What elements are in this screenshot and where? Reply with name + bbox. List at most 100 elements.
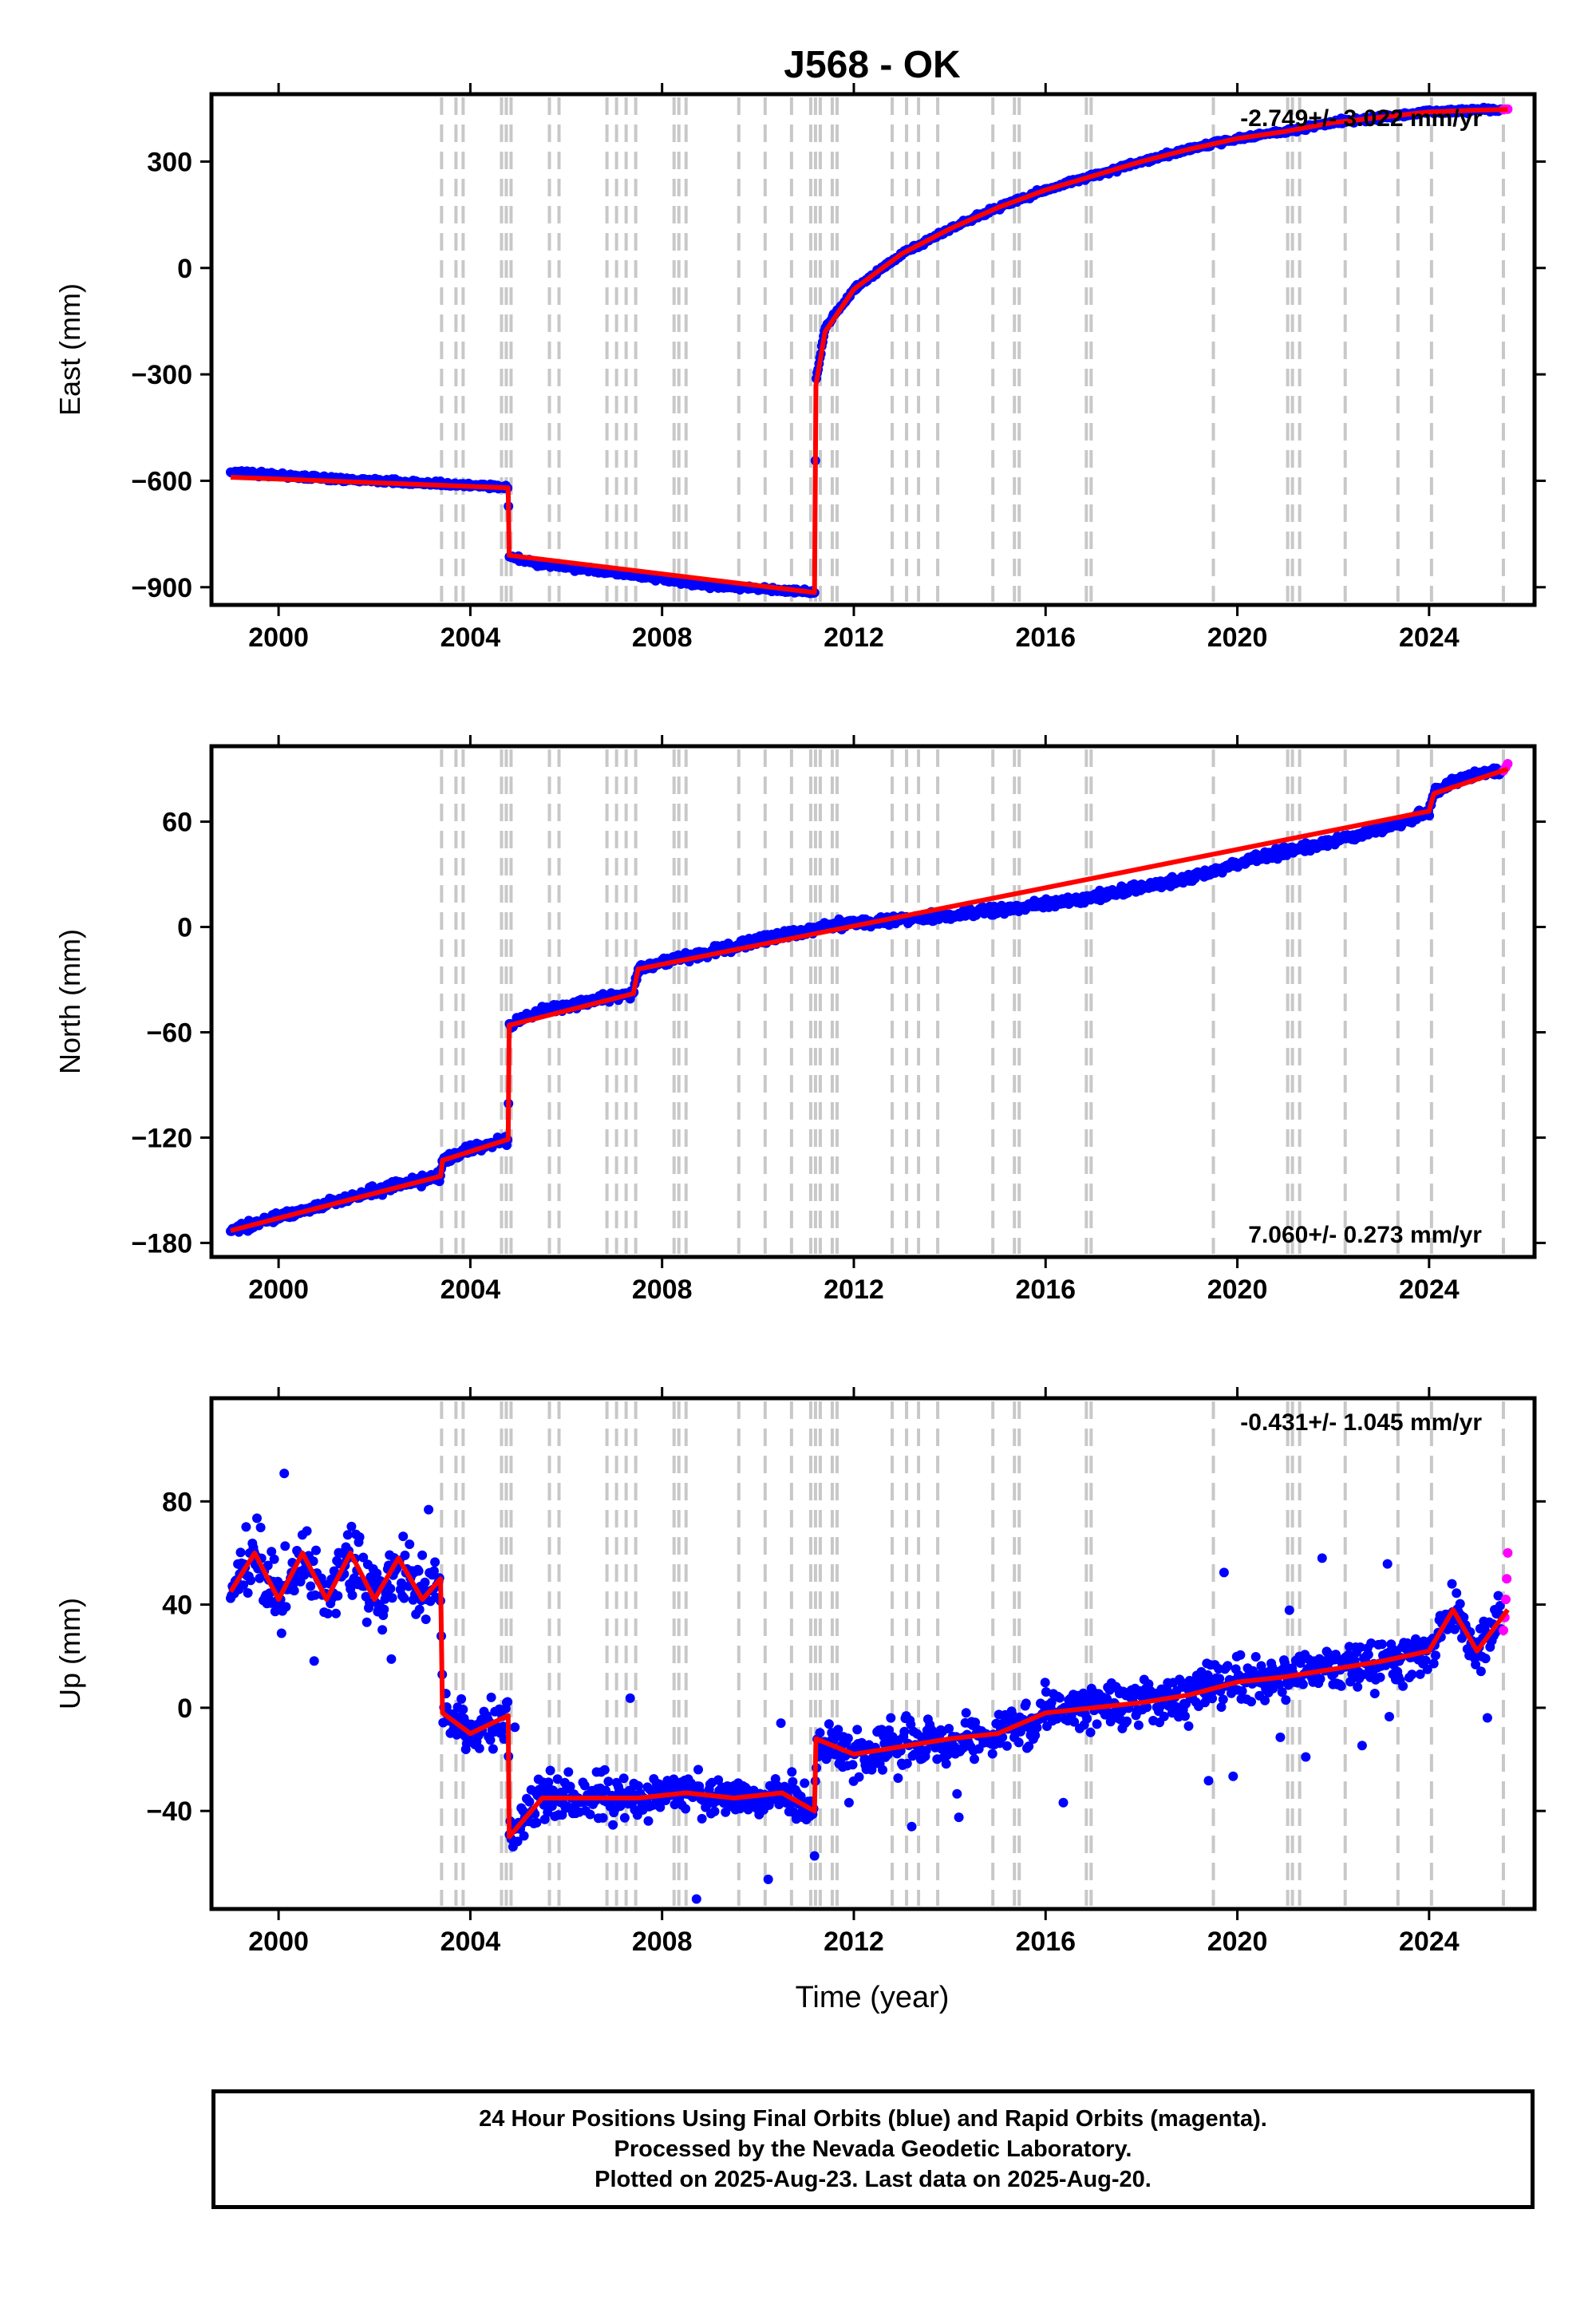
footer-info-box: 24 Hour Positions Using Final Orbits (bl… — [211, 2089, 1535, 2209]
north-rapid-point — [1503, 759, 1512, 769]
up-final-point — [362, 1618, 372, 1627]
up-final-point — [488, 1745, 498, 1754]
up-final-point — [810, 1852, 820, 1861]
up-final-point — [899, 1727, 909, 1737]
up-xtick-label: 2024 — [1399, 1927, 1460, 1957]
up-final-point — [1456, 1599, 1465, 1609]
north-ytick-label: −180 — [131, 1228, 192, 1259]
up-final-point — [1301, 1753, 1310, 1762]
up-final-point — [1385, 1712, 1394, 1721]
up-final-point — [1452, 1588, 1461, 1598]
up-final-point — [1298, 1680, 1308, 1690]
up-final-point — [697, 1814, 707, 1824]
north-xtick-label: 2004 — [440, 1275, 501, 1305]
up-final-point — [1337, 1682, 1346, 1691]
up-final-point — [764, 1875, 773, 1884]
up-final-point — [1134, 1721, 1144, 1730]
north-ytick-label: −120 — [131, 1123, 192, 1153]
up-final-point — [252, 1513, 262, 1523]
up-xtick-label: 2012 — [824, 1927, 884, 1957]
east-ytick-label: 0 — [177, 254, 192, 284]
up-final-point — [824, 1719, 834, 1729]
up-final-point — [893, 1773, 903, 1783]
up-final-point — [546, 1766, 555, 1776]
gps-time-series-figure: J568 - OK 2000 2004 2008 2012 2016 2020 2024−9… — [0, 0, 1596, 2316]
up-final-point — [1431, 1650, 1440, 1660]
up-final-point — [388, 1593, 397, 1603]
up-final-point — [280, 1541, 290, 1551]
north-xtick-label: 2012 — [824, 1275, 884, 1305]
east-data-points — [226, 103, 1512, 599]
up-final-point — [503, 1697, 512, 1707]
up-final-point — [1204, 1776, 1214, 1785]
east-ylabel: East (mm) — [53, 283, 86, 416]
up-final-point — [524, 1797, 534, 1807]
up-final-point — [1429, 1659, 1439, 1669]
up-final-point — [519, 1831, 529, 1840]
up-ytick-label: −40 — [146, 1796, 192, 1827]
up-final-point — [236, 1547, 246, 1557]
up-final-point — [399, 1594, 409, 1603]
up-final-point — [1246, 1697, 1256, 1706]
up-final-point — [1082, 1714, 1092, 1724]
north-ytick-label: −60 — [146, 1018, 192, 1048]
up-final-point — [1483, 1713, 1492, 1723]
east-xtick-label: 2004 — [440, 622, 501, 653]
up-final-point — [456, 1694, 466, 1704]
up-final-point — [405, 1539, 414, 1549]
east-xtick-label: 2000 — [248, 622, 309, 653]
up-final-point — [333, 1591, 342, 1601]
up-final-point — [401, 1551, 410, 1560]
up-final-point — [970, 1754, 979, 1764]
up-xtick-label: 2000 — [248, 1927, 309, 1957]
up-final-point — [1238, 1686, 1247, 1696]
up-final-point — [710, 1807, 720, 1816]
east-model-line — [231, 109, 1507, 592]
chart-title: J568 - OK — [784, 44, 961, 86]
up-final-point — [907, 1822, 917, 1832]
up-final-point — [1421, 1656, 1431, 1666]
up-final-point — [800, 1778, 809, 1788]
up-final-point — [1275, 1733, 1285, 1742]
up-final-point — [1219, 1567, 1229, 1577]
up-final-point — [962, 1708, 971, 1717]
east-plot-frame — [211, 94, 1535, 605]
up-final-point — [1476, 1666, 1486, 1676]
up-final-point — [952, 1789, 962, 1799]
up-final-point — [1316, 1674, 1325, 1684]
up-final-point — [848, 1760, 858, 1769]
up-model-line — [231, 1553, 1507, 1837]
up-final-point — [1398, 1682, 1408, 1691]
up-rapid-point — [1499, 1626, 1508, 1635]
up-final-point — [379, 1605, 389, 1614]
up-final-point — [323, 1609, 333, 1618]
up-final-point — [878, 1765, 887, 1775]
east-rate-label: -2.749+/- 3.022 mm/yr — [1240, 105, 1482, 132]
up-final-point — [458, 1705, 468, 1714]
up-rapid-point — [1501, 1595, 1511, 1604]
east-event-lines — [441, 97, 1503, 602]
footer-line-3: Plotted on 2025-Aug-23. Last data on 202… — [595, 2164, 1152, 2195]
up-final-point — [487, 1693, 496, 1702]
up-final-point — [331, 1609, 341, 1618]
up-final-point — [843, 1733, 853, 1743]
north-model-polyline — [231, 769, 1507, 1231]
up-final-point — [692, 1895, 701, 1904]
up-final-point — [620, 1813, 630, 1823]
east-xtick-label: 2020 — [1207, 622, 1268, 653]
north-panel: 2000 2004 2008 2012 2016 2020 2024−180−120−600… — [53, 735, 1546, 1305]
up-final-point — [1450, 1625, 1460, 1634]
up-final-point — [415, 1605, 425, 1614]
up-final-point — [1021, 1698, 1031, 1708]
up-final-point — [942, 1759, 951, 1769]
north-xtick-label: 2016 — [1015, 1275, 1076, 1305]
up-final-point — [310, 1656, 319, 1666]
up-final-point — [270, 1555, 279, 1564]
east-xtick-label: 2016 — [1015, 622, 1076, 653]
north-xtick-label: 2024 — [1399, 1275, 1460, 1305]
east-xtick-label: 2024 — [1399, 622, 1460, 653]
up-rapid-point — [1503, 1548, 1512, 1558]
up-final-point — [1376, 1673, 1385, 1682]
up-ytick-label: 40 — [162, 1591, 192, 1621]
up-final-point — [306, 1582, 315, 1591]
